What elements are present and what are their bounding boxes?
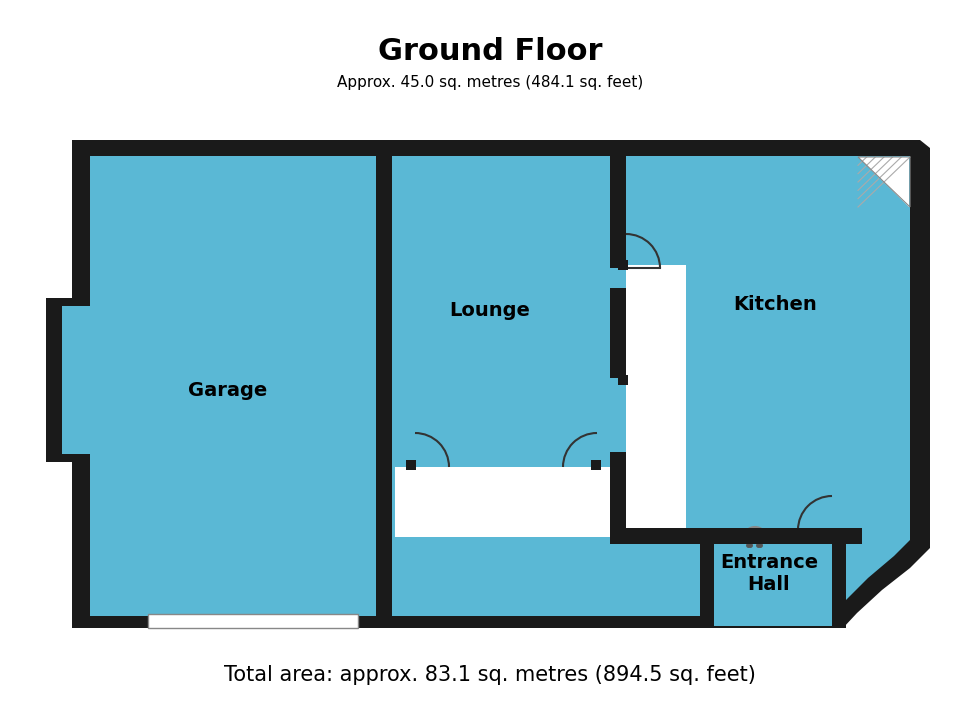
Bar <box>626 544 701 612</box>
Bar <box>148 614 358 628</box>
Bar <box>392 157 610 467</box>
Bar <box>700 530 714 625</box>
Bar <box>610 288 626 374</box>
Bar <box>832 528 846 628</box>
Bar <box>610 458 626 544</box>
Polygon shape <box>63 157 376 615</box>
Bar <box>406 460 416 470</box>
Text: Kitchen: Kitchen <box>733 295 817 315</box>
Bar <box>376 140 392 626</box>
Bar <box>618 528 862 544</box>
Polygon shape <box>62 156 910 616</box>
Polygon shape <box>858 157 909 207</box>
Text: Garage: Garage <box>188 380 268 399</box>
Bar <box>618 260 628 270</box>
Text: Entrance
Hall: Entrance Hall <box>720 553 818 594</box>
Bar <box>610 290 626 378</box>
Bar <box>618 530 858 544</box>
Bar <box>832 530 846 625</box>
Text: Ground Floor: Ground Floor <box>377 38 603 66</box>
Polygon shape <box>856 155 910 210</box>
Polygon shape <box>626 157 909 614</box>
Polygon shape <box>62 155 910 618</box>
Bar <box>714 544 832 614</box>
Bar <box>644 532 709 542</box>
Bar <box>700 530 710 540</box>
Bar <box>826 530 836 540</box>
Bar <box>610 140 626 268</box>
Bar <box>618 375 628 385</box>
Bar <box>591 460 601 470</box>
Text: Total area: approx. 83.1 sq. metres (894.5 sq. feet): Total area: approx. 83.1 sq. metres (894… <box>224 665 756 685</box>
Text: Approx. 45.0 sq. metres (484.1 sq. feet): Approx. 45.0 sq. metres (484.1 sq. feet) <box>337 75 643 90</box>
Bar <box>642 530 832 548</box>
Bar <box>395 468 620 548</box>
Polygon shape <box>46 140 930 628</box>
Bar <box>395 467 615 537</box>
Bar <box>610 452 626 542</box>
Bar <box>700 528 714 628</box>
Text: Lounge: Lounge <box>450 300 530 320</box>
Bar <box>626 265 686 533</box>
Bar <box>610 140 626 268</box>
Circle shape <box>743 527 767 551</box>
Bar <box>714 544 832 626</box>
Bar <box>618 260 683 540</box>
Bar <box>376 140 392 626</box>
